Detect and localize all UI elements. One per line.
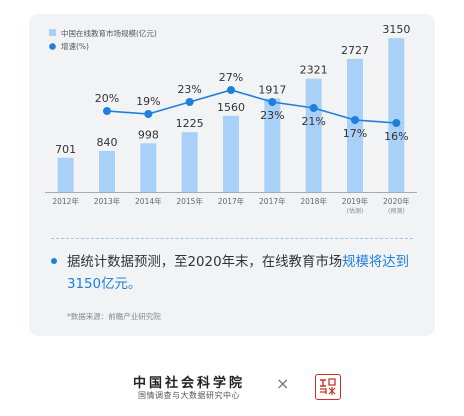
- growth-point-4: [227, 86, 235, 94]
- data-source: *数据来源：前瞻产业研究院: [67, 312, 161, 321]
- bar-2: [140, 143, 157, 192]
- x-tick-label-8: 2020年: [383, 196, 410, 206]
- growth-label-6: 21%: [301, 115, 325, 128]
- bar-4: [223, 115, 239, 192]
- legend-bar-label: 中国在线教育市场规模(亿元): [61, 28, 157, 38]
- growth-point-7: [351, 116, 359, 124]
- bar-value-label-5: 1917: [258, 83, 286, 96]
- x-tick-label-3: 2015年: [176, 196, 203, 206]
- growth-label-5: 23%: [260, 109, 284, 122]
- summary-text-highlight: 规模将达到: [342, 255, 410, 270]
- bar-0: [57, 157, 74, 192]
- legend-line-swatch: [49, 43, 56, 50]
- bar-6: [305, 78, 322, 192]
- summary-text-main: 据统计数据预测，至2020年末，在线教育市场: [67, 255, 343, 270]
- bar-value-label-8: 3150: [382, 23, 410, 36]
- x-tick-label-0: 2012年: [52, 196, 79, 206]
- footer: 中国社会科学院 国情调查与大数据研究中心 ×: [0, 368, 464, 408]
- bar-value-label-4: 1560: [217, 101, 245, 114]
- bar-value-label-6: 2321: [300, 64, 328, 77]
- growth-label-8: 16%: [384, 130, 408, 143]
- growth-point-6: [309, 104, 318, 112]
- x-axis: 2012年 2013年 2014年 2015年 2017年 2017年 2018年 2019年…: [45, 192, 417, 215]
- growth-label-3: 23%: [177, 83, 201, 96]
- legend-line-label: 增速(%): [61, 41, 89, 51]
- partner-seal-logo: [315, 374, 341, 400]
- x-tick-label-4: 2017年: [218, 196, 245, 206]
- growth-label-4: 27%: [219, 71, 243, 84]
- chart-canvas: 中国在线教育市场规模(亿元) 增速(%) 701 840 998 1225 1560 191…: [45, 23, 417, 215]
- summary-text: 据统计数据预测，至2020年末，在线教育市场规模将达到 3150亿元。: [51, 252, 421, 296]
- growth-point-1: [103, 107, 111, 115]
- growth-point-3: [185, 98, 194, 106]
- chart-card: 中国在线教育市场规模(亿元) 增速(%) 701 840 998 1225 1560 191…: [29, 14, 435, 336]
- growth-label-2: 19%: [136, 95, 160, 108]
- legend-bar-swatch: [49, 29, 56, 36]
- divider: [51, 238, 413, 239]
- bar-3: [181, 132, 198, 192]
- bars: 701 840 998 1225 1560 1917 2321 2727 3150: [55, 23, 410, 193]
- x-tick-label-7: 2019年: [342, 196, 369, 206]
- bar-value-label-1: 840: [97, 136, 118, 149]
- summary-text-value: 3150亿元。: [67, 277, 142, 292]
- times-icon: ×: [276, 374, 290, 393]
- bar-value-label-0: 701: [55, 143, 76, 156]
- growth-point-8: [392, 119, 401, 127]
- growth-point-2: [144, 110, 153, 118]
- bar-7: [347, 58, 363, 193]
- x-tick-label-1: 2013年: [94, 196, 121, 206]
- bar-value-label-3: 1225: [176, 117, 204, 130]
- growth-line: 20% 19% 23% 27% 23% 21% 17% 16%: [95, 71, 409, 143]
- x-tick-note-8: (预测): [388, 207, 405, 215]
- legend: 中国在线教育市场规模(亿元) 增速(%): [49, 28, 157, 51]
- growth-label-1: 20%: [95, 92, 119, 105]
- bar-value-label-7: 2727: [341, 44, 369, 57]
- x-tick-note-7: (估测): [347, 207, 364, 215]
- bar-5: [264, 98, 281, 192]
- x-tick-label-2: 2014年: [135, 196, 162, 206]
- x-tick-label-6: 2018年: [300, 196, 327, 206]
- org-subtitle: 国情调查与大数据研究中心: [138, 391, 240, 400]
- bar-value-label-2: 998: [138, 128, 159, 141]
- growth-point-5: [268, 98, 277, 106]
- x-tick-label-5: 2017年: [259, 196, 286, 206]
- growth-label-7: 17%: [343, 127, 367, 140]
- bar-1: [99, 150, 115, 192]
- growth-line-path: [106, 89, 397, 124]
- bar-8: [388, 38, 405, 192]
- bullet-icon: [51, 258, 57, 264]
- org-name: 中国社会科学院: [132, 376, 245, 391]
